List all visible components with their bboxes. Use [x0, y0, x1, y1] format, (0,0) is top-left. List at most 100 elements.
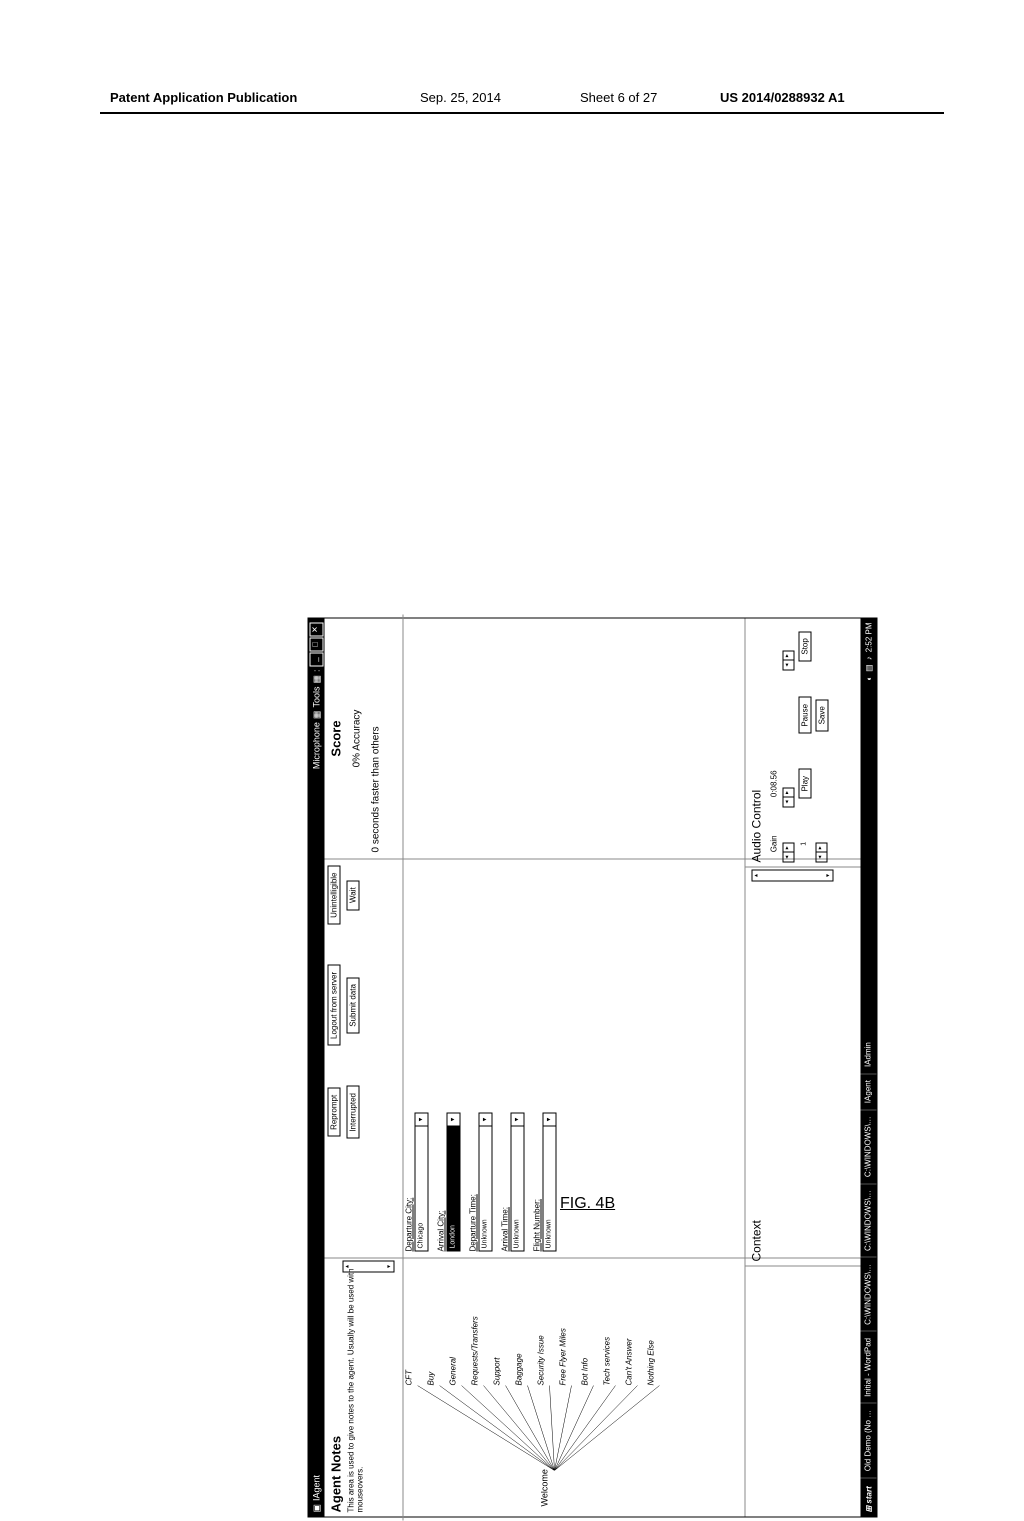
figure-label: FIG. 4B: [560, 1195, 615, 1213]
audio-heading: Audio Control: [750, 623, 764, 863]
tree-item[interactable]: Free Flyer Miles: [559, 1316, 581, 1385]
menu-tools[interactable]: Tools: [312, 687, 322, 708]
field-label: Flight Number:: [533, 866, 542, 1252]
tree-item[interactable]: Tech services: [603, 1316, 625, 1385]
tree-item[interactable]: Buy: [427, 1316, 449, 1385]
field-flight-number: Flight Number: Unknown ▾: [533, 866, 557, 1252]
play-button[interactable]: Play: [799, 769, 812, 799]
agent-notes-body: This area is used to give notes to the a…: [347, 1263, 365, 1513]
field-value[interactable]: Unknown: [543, 1126, 557, 1252]
context-scrollbar[interactable]: ▴▾: [752, 870, 834, 882]
audio-time: 0:08.56: [770, 760, 779, 807]
taskbar-item[interactable]: Initial - WordPad: [861, 1332, 877, 1404]
taskbar-item[interactable]: Old Demo (No …: [861, 1404, 877, 1478]
tray-icon[interactable]: ▤: [864, 664, 873, 672]
tree-root[interactable]: Welcome: [540, 1469, 550, 1506]
tree-item[interactable]: General: [449, 1316, 471, 1385]
dropdown-icon[interactable]: ▾: [415, 1113, 429, 1126]
taskbar-item[interactable]: C:\WINDOWS\…: [861, 1110, 877, 1184]
score-speed: 0 seconds faster than others: [371, 625, 382, 853]
gain-stepper-1[interactable]: ◂▸: [783, 843, 795, 863]
save-button[interactable]: Save: [816, 699, 829, 731]
dropdown-icon[interactable]: ▾: [479, 1113, 493, 1126]
stop-button[interactable]: Stop: [799, 631, 812, 661]
screenshot-rotated-wrap: ▣ IAgent Microphone ▦ Tools ▦ : _ □ ✕: [593, 618, 878, 1068]
taskbar-item[interactable]: C:\WINDOWS\…: [861, 1184, 877, 1258]
flight-fields: Departure City: Chicago ▾ Arrival City: …: [405, 866, 565, 1252]
menu-icon-2[interactable]: ▦: [311, 675, 322, 684]
dropdown-icon[interactable]: ▾: [543, 1113, 557, 1126]
field-label: Departure Time:: [469, 866, 478, 1252]
close-button[interactable]: ✕: [310, 623, 324, 637]
dropdown-icon[interactable]: ▾: [511, 1113, 525, 1126]
system-tray: ◐ ▤ ♪ 2:52 PM: [864, 619, 873, 685]
interrupted-button[interactable]: Interrupted: [347, 1086, 360, 1139]
divider: [403, 856, 404, 1262]
field-departure-time: Departure Time: Unknown ▾: [469, 866, 493, 1252]
field-label: Arrival Time:: [501, 866, 510, 1252]
maximize-button[interactable]: □: [310, 638, 324, 652]
page: Patent Application Publication Sep. 25, …: [0, 0, 1024, 1320]
gain-stepper-2[interactable]: ◂▸: [816, 843, 828, 863]
start-button[interactable]: ⊞ start: [864, 1478, 873, 1516]
taskbar-item[interactable]: C:\WINDOWS\…: [861, 1258, 877, 1332]
tray-icon[interactable]: ◐: [864, 676, 873, 681]
bottom-left-spacer: [746, 1266, 861, 1517]
field-value[interactable]: Chicago: [415, 1126, 429, 1252]
taskbar-item[interactable]: IAgent: [861, 1074, 877, 1110]
sheet-number: Sheet 6 of 27: [580, 90, 657, 105]
pos-stepper-1[interactable]: ◂▸: [783, 787, 795, 807]
header-rule: [100, 112, 944, 114]
minimize-button[interactable]: _: [310, 653, 324, 667]
window-title: IAgent: [312, 1475, 322, 1501]
field-value[interactable]: Unknown: [511, 1126, 525, 1252]
application-window: ▣ IAgent Microphone ▦ Tools ▦ : _ □ ✕: [308, 618, 878, 1518]
score-accuracy: 0% Accuracy: [352, 625, 363, 853]
wait-button[interactable]: Wait: [347, 880, 360, 910]
field-arrival-city: Arrival City: London ▾: [437, 866, 461, 1252]
bottom-row: Context ▴▾ Audio Control Gain 0:08.56 ◂▸…: [745, 619, 861, 1517]
pause-button[interactable]: Pause: [799, 697, 812, 734]
tree-item[interactable]: Bot Info: [581, 1316, 603, 1385]
audio-control-panel: Audio Control Gain 0:08.56 ◂▸ ◂▸ ◂▸ 1 Pl…: [746, 619, 861, 867]
window-icon: ▣: [311, 1504, 322, 1513]
menu-microphone[interactable]: Microphone: [312, 722, 322, 769]
tree-item[interactable]: Baggage: [515, 1316, 537, 1385]
tree-item[interactable]: Can't Answer: [625, 1316, 647, 1385]
tree-item[interactable]: Support: [493, 1316, 515, 1385]
field-arrival-time: Arrival Time: Unknown ▾: [501, 866, 525, 1252]
context-panel: Context ▴▾: [746, 867, 861, 1266]
notes-scrollbar[interactable]: ▴▾: [343, 1261, 395, 1273]
publication-date: Sep. 25, 2014: [420, 90, 501, 105]
field-value[interactable]: Unknown: [479, 1126, 493, 1252]
unintelligible-button[interactable]: Unintelligible: [328, 866, 341, 925]
tree-item[interactable]: Security Issue: [537, 1316, 559, 1385]
submit-data-button[interactable]: Submit data: [347, 977, 360, 1034]
divider: [403, 1255, 404, 1521]
unit-label: 1: [801, 842, 808, 846]
tree-items: CFT Buy General Requests/Transfers Suppo…: [405, 1316, 669, 1385]
publication-label: Patent Application Publication: [110, 90, 297, 105]
title-bar: ▣ IAgent Microphone ▦ Tools ▦ : _ □ ✕: [309, 619, 325, 1517]
field-value[interactable]: London: [447, 1126, 461, 1252]
field-label: Arrival City:: [437, 866, 446, 1252]
menu-icon-1[interactable]: ▦: [311, 711, 322, 720]
field-departure-city: Departure City: Chicago ▾: [405, 866, 429, 1252]
taskbar: ⊞ start Old Demo (No … Initial - WordPad…: [861, 619, 877, 1517]
tree-item[interactable]: Nothing Else: [647, 1316, 669, 1385]
taskbar-item[interactable]: IAdmin: [861, 1036, 877, 1074]
publication-number: US 2014/0288932 A1: [720, 90, 845, 105]
action-buttons: Reprompt Interrupted Logout from server …: [328, 866, 360, 1139]
pos-stepper-2[interactable]: ◂▸: [783, 650, 795, 670]
context-heading: Context: [750, 872, 764, 1262]
tree-item[interactable]: CFT: [405, 1316, 427, 1385]
gain-label: Gain: [770, 825, 779, 862]
dropdown-icon[interactable]: ▾: [447, 1113, 461, 1126]
clock: 2:52 PM: [864, 623, 873, 653]
reprompt-button[interactable]: Reprompt: [328, 1088, 341, 1137]
tray-icon[interactable]: ♪: [864, 656, 873, 660]
tree-connectors: [410, 1386, 710, 1471]
logout-button[interactable]: Logout from server: [328, 965, 341, 1046]
tree-item[interactable]: Requests/Transfers: [471, 1316, 493, 1385]
agent-notes-heading: Agent Notes: [329, 1263, 344, 1513]
